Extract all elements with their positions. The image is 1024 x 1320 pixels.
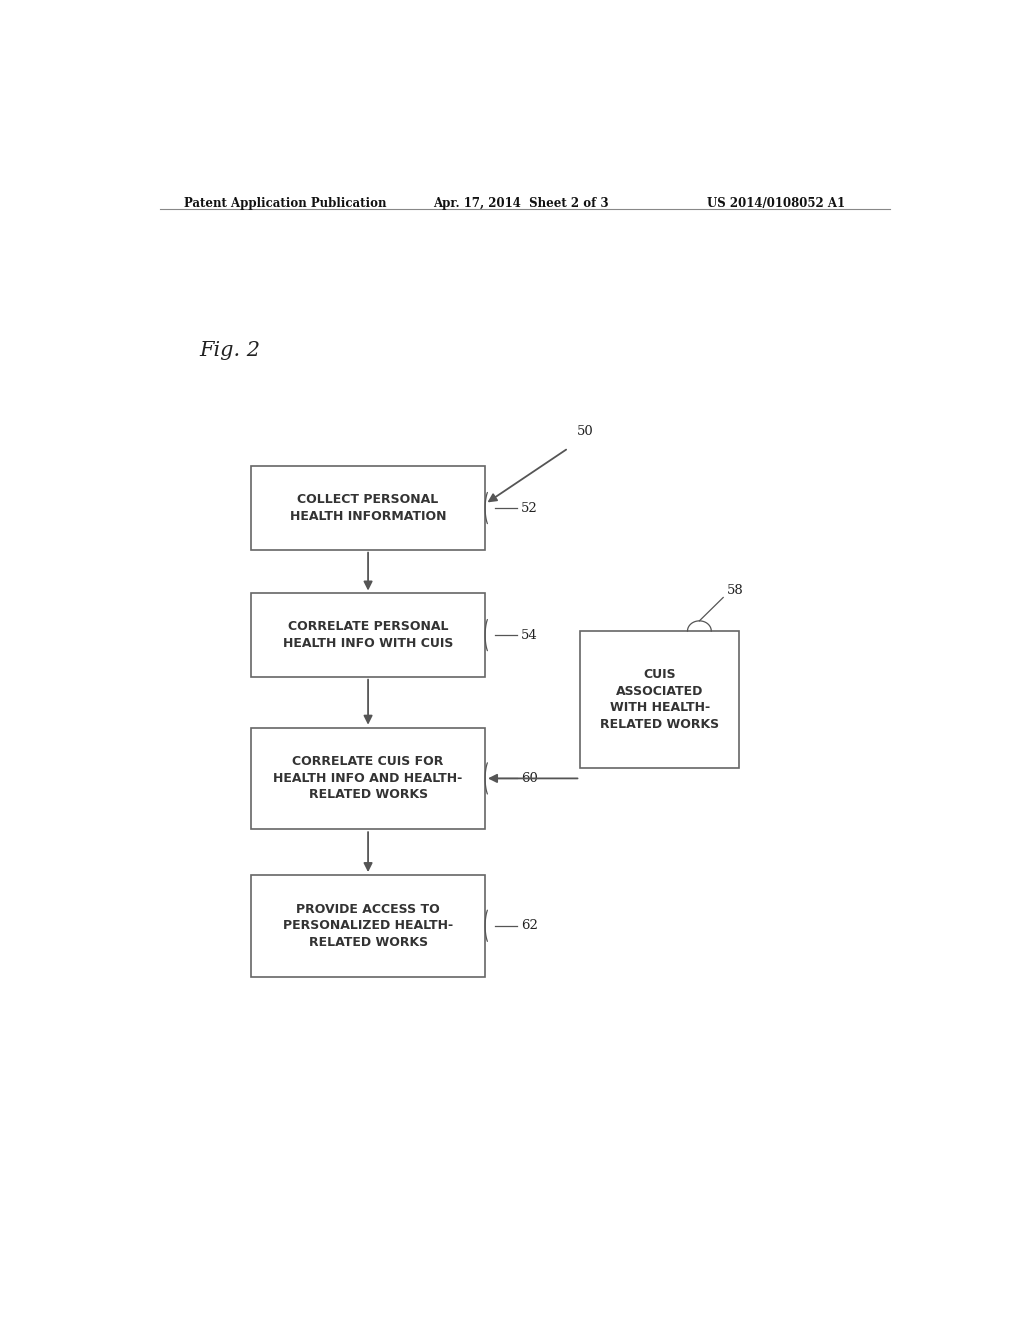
Text: CORRELATE PERSONAL
HEALTH INFO WITH CUIS: CORRELATE PERSONAL HEALTH INFO WITH CUIS [283, 620, 454, 649]
Text: CORRELATE CUIS FOR
HEALTH INFO AND HEALTH-
RELATED WORKS: CORRELATE CUIS FOR HEALTH INFO AND HEALT… [273, 755, 463, 801]
FancyBboxPatch shape [251, 466, 485, 549]
Text: PROVIDE ACCESS TO
PERSONALIZED HEALTH-
RELATED WORKS: PROVIDE ACCESS TO PERSONALIZED HEALTH- R… [283, 903, 454, 949]
Text: 58: 58 [727, 585, 743, 598]
Text: Patent Application Publication: Patent Application Publication [183, 197, 386, 210]
FancyBboxPatch shape [581, 631, 739, 768]
Text: 54: 54 [521, 628, 538, 642]
Text: 52: 52 [521, 502, 538, 515]
Text: Apr. 17, 2014  Sheet 2 of 3: Apr. 17, 2014 Sheet 2 of 3 [433, 197, 609, 210]
Text: Fig. 2: Fig. 2 [200, 342, 260, 360]
Text: 50: 50 [577, 425, 593, 438]
Text: COLLECT PERSONAL
HEALTH INFORMATION: COLLECT PERSONAL HEALTH INFORMATION [290, 494, 446, 523]
FancyBboxPatch shape [251, 727, 485, 829]
Text: CUIS
ASSOCIATED
WITH HEALTH-
RELATED WORKS: CUIS ASSOCIATED WITH HEALTH- RELATED WOR… [600, 668, 719, 731]
FancyBboxPatch shape [251, 594, 485, 677]
Text: 60: 60 [521, 772, 538, 785]
Text: 62: 62 [521, 919, 538, 932]
FancyBboxPatch shape [251, 875, 485, 977]
Text: US 2014/0108052 A1: US 2014/0108052 A1 [708, 197, 846, 210]
